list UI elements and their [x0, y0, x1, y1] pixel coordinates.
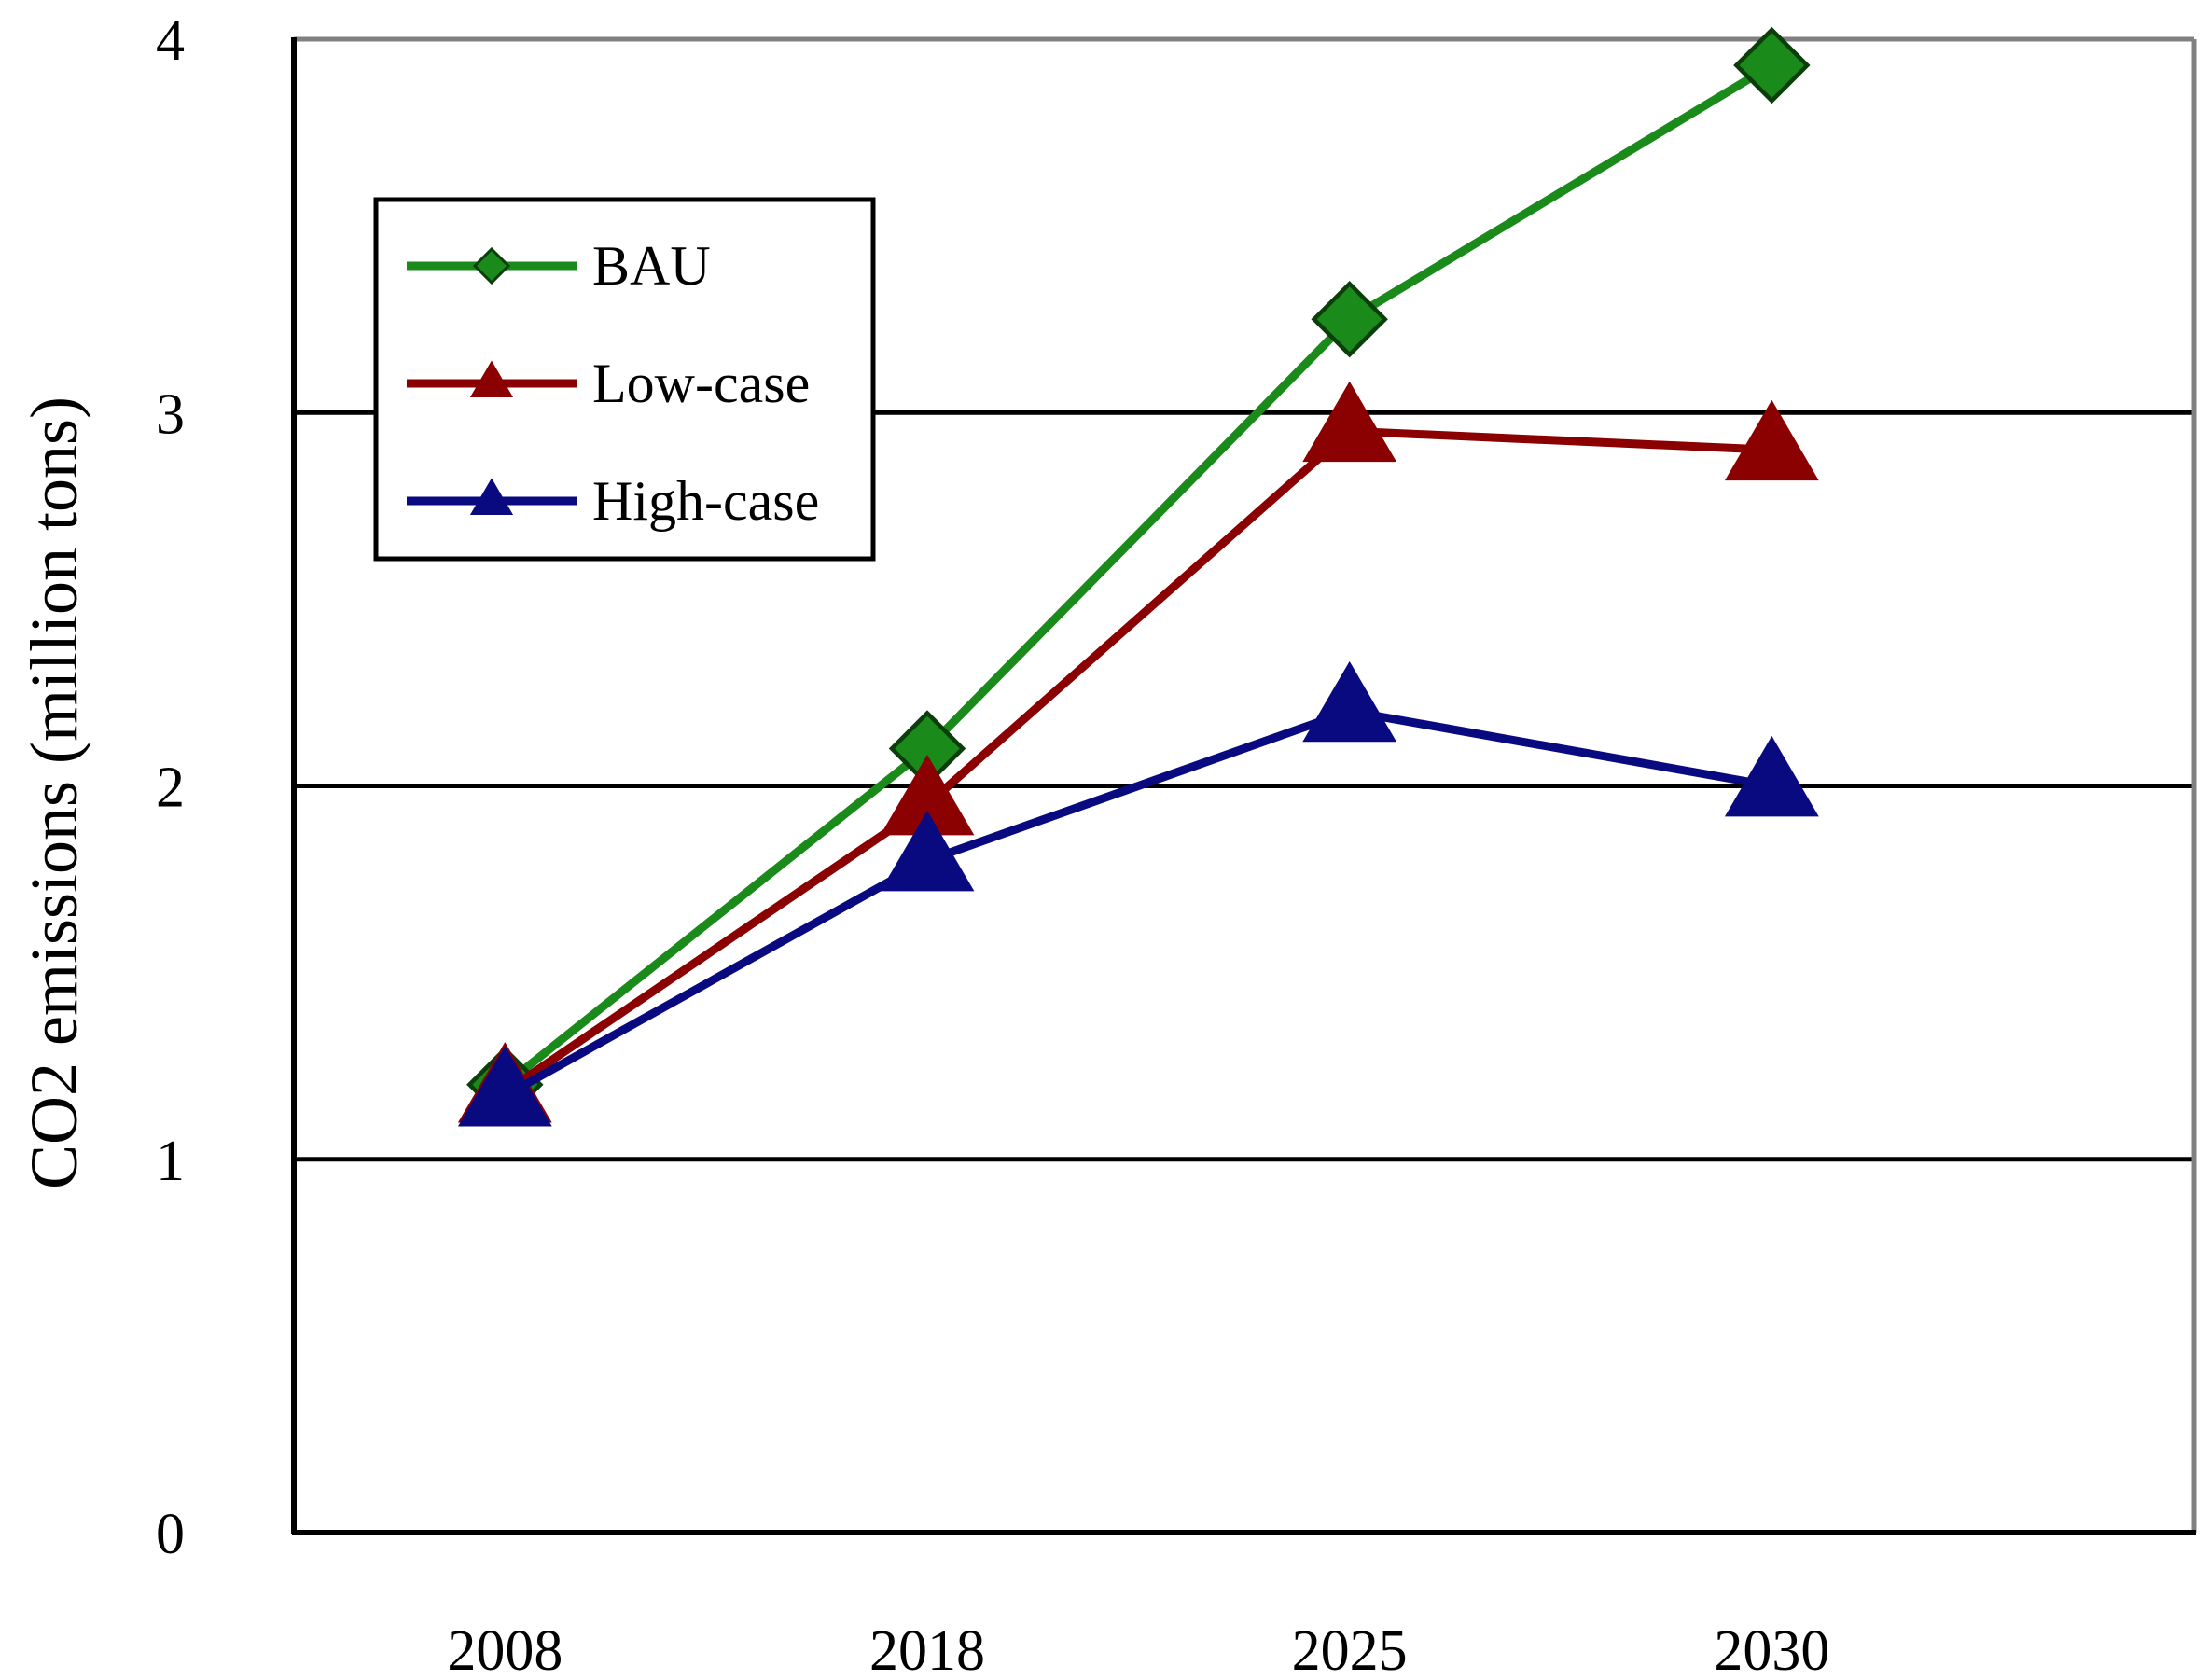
- y-tick-label: 0: [156, 1503, 185, 1566]
- data-point-marker: [1302, 660, 1397, 743]
- x-tick-label: 2008: [447, 1619, 563, 1680]
- y-axis-ticks: 0 1 2 3 4: [156, 9, 185, 1566]
- series-low-case: [457, 381, 1819, 1123]
- data-point-marker: [1724, 399, 1819, 481]
- data-point-marker: [1302, 381, 1397, 463]
- y-tick-label: 2: [156, 757, 185, 820]
- legend-item: High-case: [407, 470, 819, 532]
- data-point-marker: [1311, 280, 1388, 358]
- y-tick-label: 1: [156, 1130, 185, 1193]
- series-line: [502, 426, 1772, 1096]
- x-tick-label: 2030: [1714, 1619, 1829, 1680]
- legend-item: Low-case: [407, 353, 810, 414]
- y-axis-title: CO2 emissions (million tons): [17, 396, 91, 1189]
- legend-label: High-case: [592, 470, 819, 532]
- series-line: [503, 706, 1773, 1100]
- y-tick-label: 3: [156, 382, 185, 446]
- x-axis-ticks: 2008 2018 2025 2030: [447, 1619, 1829, 1680]
- legend-label: BAU: [592, 235, 711, 297]
- series-line: [502, 62, 1774, 1089]
- data-point-marker: [457, 1046, 552, 1127]
- data-point-marker: [880, 810, 975, 892]
- legend-item: BAU: [407, 235, 711, 297]
- legend-marker: [469, 478, 514, 516]
- series-high-case: [457, 660, 1819, 1127]
- legend-marker: [469, 360, 514, 398]
- x-tick-label: 2018: [869, 1619, 985, 1680]
- data-point-marker: [1724, 735, 1819, 817]
- y-tick-label: 4: [156, 9, 185, 73]
- legend: BAU Low-case High-case: [373, 197, 876, 562]
- plot-frame: [291, 36, 2197, 1535]
- data-point-marker: [1733, 26, 1811, 104]
- series-lines: [457, 26, 1819, 1127]
- legend-marker: [472, 246, 511, 285]
- series-bau: [466, 26, 1811, 1123]
- data-point-marker: [880, 754, 975, 836]
- x-tick-label: 2025: [1292, 1619, 1408, 1680]
- legend-label: Low-case: [592, 353, 810, 414]
